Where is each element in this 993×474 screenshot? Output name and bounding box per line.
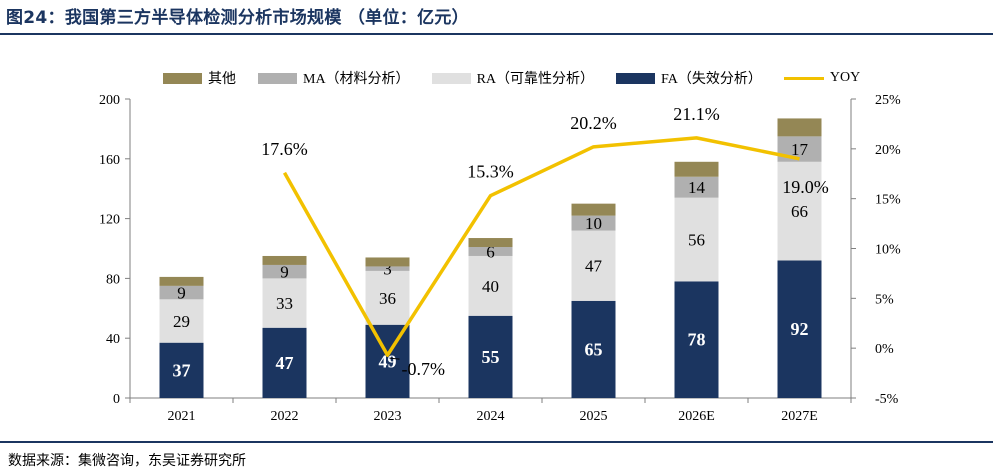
yoy-label-leader	[389, 357, 400, 360]
y-right-tick-label: 10%	[875, 243, 901, 258]
bar-segment-ra	[777, 161, 822, 261]
x-tick-label: 2026E	[678, 409, 715, 424]
legend-item-fa: FA（失效分析）	[616, 68, 762, 88]
yoy-label: 17.6%	[261, 139, 308, 159]
bar-segment-ra	[365, 270, 410, 325]
x-tick-label: 2027E	[781, 409, 818, 424]
bar-label-ma: 9	[177, 284, 186, 303]
bar-label-ma: 17	[791, 140, 809, 159]
yoy-label: 20.2%	[570, 113, 617, 133]
bar-segment-ma	[674, 176, 719, 198]
y-right-tick-label: 15%	[875, 193, 901, 208]
bar-label-ma: 9	[280, 263, 289, 282]
bar-label-fa: 37	[173, 360, 191, 380]
bar-segment-fa	[777, 260, 822, 398]
bar-label-fa: 55	[482, 347, 500, 367]
yoy-label: 21.1%	[673, 104, 720, 124]
bar-segment-ma	[159, 285, 204, 300]
bar-segment-ra	[571, 230, 616, 301]
yoy-label: -0.7%	[402, 359, 446, 379]
bar-label-ra: 56	[688, 231, 705, 250]
bar-segment-ma	[262, 264, 307, 279]
bar-label-ra: 29	[173, 312, 190, 331]
bar-label-ma: 14	[688, 178, 706, 197]
y-left-tick-label: 120	[99, 213, 120, 228]
bar-segment-fa	[159, 342, 204, 398]
bar-segment-ma	[468, 247, 513, 256]
bar-label-ma: 10	[585, 214, 602, 233]
x-tick-label: 2021	[168, 409, 196, 424]
bar-segment-other	[777, 118, 822, 137]
bottom-rule	[0, 441, 993, 443]
legend-label-other: 其他	[208, 72, 236, 87]
y-right-tick-label: 5%	[875, 292, 894, 307]
chart-legend: 其他 MA（材料分析） RA（可靠性分析） FA（失效分析） YOY	[163, 68, 882, 88]
bar-label-ma: 3	[383, 260, 392, 279]
bar-label-fa: 47	[276, 353, 294, 373]
bar-segment-fa	[674, 281, 719, 398]
x-tick-label: 2022	[271, 409, 299, 424]
bar-segment-ma	[365, 266, 410, 271]
yoy-label: 15.3%	[467, 162, 514, 182]
bar-segment-other	[365, 257, 410, 267]
bar-label-ra: 36	[379, 289, 396, 308]
bar-segment-other	[468, 238, 513, 248]
y-left-tick-label: 40	[106, 332, 120, 347]
bar-segment-ra	[262, 278, 307, 328]
bar-label-fa: 49	[379, 351, 397, 371]
top-rule	[0, 33, 993, 35]
bar-segment-other	[159, 276, 204, 286]
legend-item-ra: RA（可靠性分析）	[431, 68, 595, 88]
legend-label-fa: FA（失效分析）	[661, 72, 762, 87]
x-tick-label: 2024	[477, 409, 505, 424]
bar-segment-ma	[571, 215, 616, 231]
bar-label-ra: 33	[276, 294, 293, 313]
bar-label-ra: 66	[791, 202, 808, 221]
bar-segment-ra	[674, 197, 719, 282]
legend-item-yoy: YOY	[783, 70, 861, 86]
y-left-tick-label: 200	[99, 93, 120, 108]
y-right-tick-label: 25%	[875, 93, 901, 108]
legend-item-other: 其他	[163, 68, 236, 88]
y-right-tick-label: 0%	[875, 342, 894, 357]
legend-label-yoy: YOY	[829, 70, 861, 85]
bar-segment-fa	[468, 315, 513, 398]
legend-swatch-ra	[431, 72, 471, 84]
bar-segment-ra	[468, 255, 513, 316]
legend-swatch-other	[163, 72, 202, 84]
y-right-tick-label: -5%	[875, 392, 899, 407]
x-tick-label: 2025	[580, 409, 608, 424]
legend-label-ma: MA（材料分析）	[303, 72, 410, 87]
y-left-tick-label: 80	[106, 272, 120, 287]
bar-segment-fa	[571, 300, 616, 398]
bar-segment-fa	[365, 324, 410, 398]
bar-label-fa: 65	[585, 339, 603, 359]
bar-label-fa: 92	[791, 319, 809, 339]
bar-label-ra: 40	[482, 277, 499, 296]
x-tick-label: 2023	[374, 409, 402, 424]
bar-segment-other	[674, 161, 719, 177]
bar-label-ma: 6	[486, 242, 495, 261]
bar-segment-other	[262, 255, 307, 265]
bar-segment-other	[571, 203, 616, 216]
legend-item-ma: MA（材料分析）	[258, 68, 410, 88]
y-right-tick-label: 20%	[875, 143, 901, 158]
figure-title: 图24：我国第三方半导体检测分析市场规模 （单位：亿元）	[6, 8, 469, 28]
legend-swatch-ma	[258, 72, 297, 84]
legend-label-ra: RA（可靠性分析）	[476, 72, 595, 87]
y-left-tick-label: 160	[99, 153, 120, 168]
source-note: 数据来源：集微咨询，东吴证券研究所	[8, 453, 246, 469]
bar-segment-ra	[159, 299, 204, 343]
bar-label-ra: 47	[585, 257, 603, 276]
legend-swatch-fa	[616, 72, 656, 84]
yoy-line	[282, 136, 800, 357]
legend-swatch-yoy	[783, 76, 824, 80]
yoy-label: 19.0%	[782, 177, 829, 197]
y-left-tick-label: 0	[113, 392, 120, 407]
bar-label-fa: 78	[688, 330, 706, 350]
bar-segment-fa	[262, 327, 307, 398]
